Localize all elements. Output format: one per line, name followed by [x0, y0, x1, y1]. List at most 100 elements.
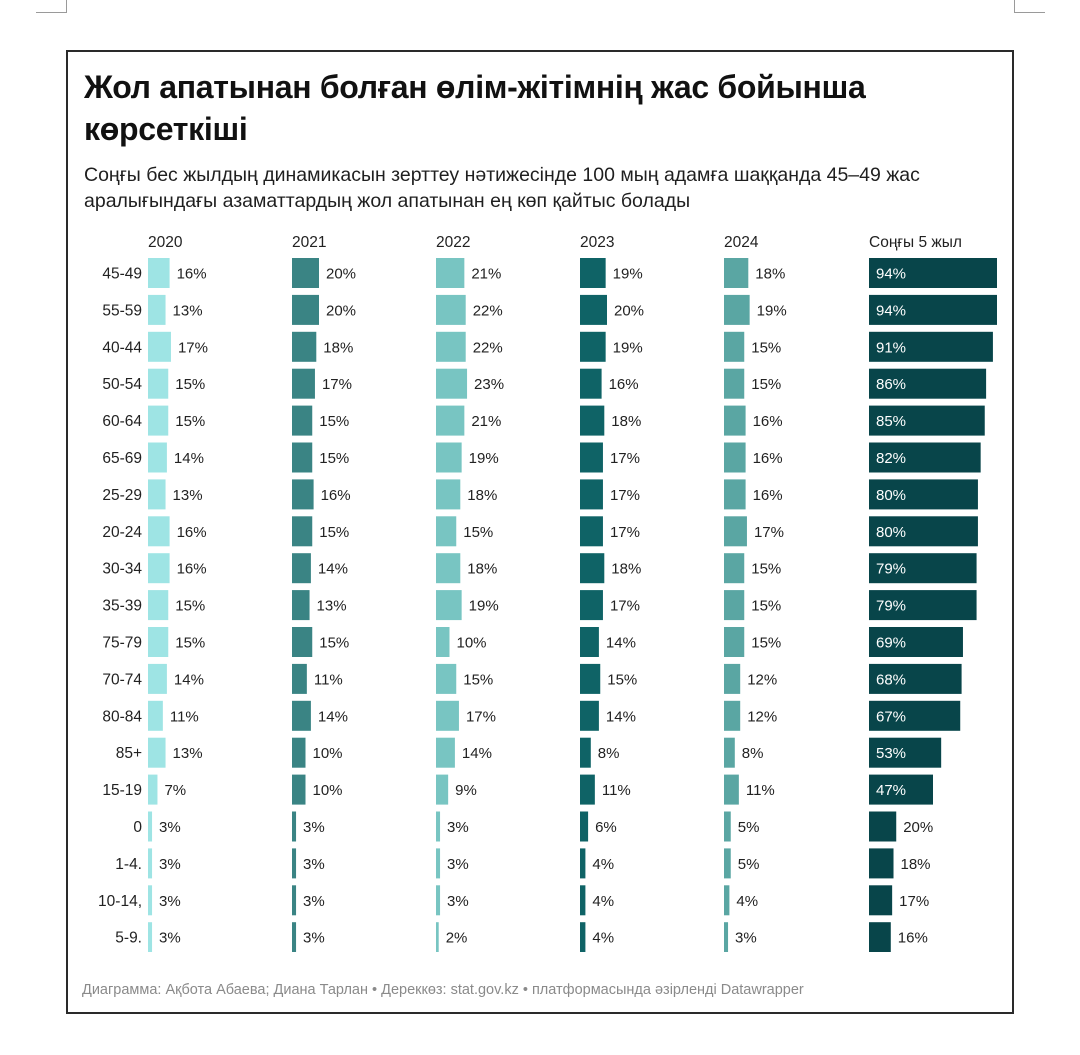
data-label-1-6: 16%	[321, 487, 351, 504]
bar-0-6	[148, 479, 166, 510]
data-label-4-10: 15%	[751, 635, 781, 652]
data-label-5-13: 53%	[876, 745, 906, 762]
chart-card: Жол апатынан болған өлім-жітімнің жас бо…	[66, 50, 1014, 1014]
category-label-18: 5-9.	[115, 930, 142, 947]
data-label-2-5: 19%	[469, 450, 499, 467]
series-header-1: 2021	[292, 234, 326, 251]
data-label-3-13: 8%	[598, 745, 620, 762]
bar-2-14	[436, 774, 449, 805]
data-label-1-18: 3%	[303, 930, 325, 947]
bar-2-15	[436, 811, 441, 842]
data-label-0-6: 13%	[173, 487, 203, 504]
bar-3-12	[580, 700, 599, 731]
data-label-2-14: 9%	[455, 782, 477, 799]
bar-0-0	[148, 258, 170, 288]
bar-0-11	[148, 663, 167, 694]
category-label-4: 60-64	[102, 413, 142, 430]
data-label-0-16: 3%	[159, 856, 181, 873]
bar-2-10	[436, 627, 450, 657]
bar-1-11	[292, 663, 307, 694]
data-label-0-13: 13%	[173, 745, 203, 762]
bar-3-4	[580, 405, 605, 436]
bar-5-18	[869, 922, 891, 952]
bar-3-13	[580, 737, 591, 768]
bar-4-17	[724, 885, 730, 916]
bar-4-3	[724, 368, 745, 399]
data-label-4-14: 11%	[746, 782, 775, 799]
bar-0-7	[148, 516, 170, 547]
data-label-3-1: 20%	[614, 302, 644, 319]
bar-3-9	[580, 590, 603, 621]
data-label-4-0: 18%	[755, 266, 785, 283]
page-corner-mark-right	[1014, 0, 1045, 13]
data-label-1-12: 14%	[318, 708, 348, 725]
bar-5-4	[869, 405, 985, 436]
data-label-4-12: 12%	[747, 708, 777, 725]
data-label-2-16: 3%	[447, 856, 469, 873]
category-label-0: 45-49	[102, 266, 142, 283]
bar-3-1	[580, 294, 607, 325]
bar-5-6	[869, 479, 978, 510]
bar-0-12	[148, 700, 163, 731]
bar-5-3	[869, 368, 987, 399]
bar-2-16	[436, 848, 441, 879]
bar-1-5	[292, 442, 313, 473]
bar-1-16	[292, 848, 297, 879]
data-label-2-15: 3%	[447, 819, 469, 836]
data-label-2-7: 15%	[463, 524, 493, 541]
bar-1-9	[292, 590, 310, 621]
category-label-16: 1-4.	[115, 856, 142, 873]
data-label-2-3: 23%	[474, 376, 504, 393]
data-label-3-9: 17%	[610, 598, 640, 615]
data-label-3-3: 16%	[609, 376, 639, 393]
series-header-5: Соңғы 5 жыл	[869, 234, 962, 251]
data-label-3-6: 17%	[610, 487, 640, 504]
category-label-1: 55-59	[102, 302, 142, 319]
chart-subtitle: Соңғы бес жылдың динамикасын зерттеу нәт…	[84, 164, 920, 212]
data-label-1-15: 3%	[303, 819, 325, 836]
data-label-5-3: 86%	[876, 376, 906, 393]
bar-2-1	[436, 294, 466, 325]
bar-2-12	[436, 700, 459, 731]
category-label-3: 50-54	[102, 376, 142, 393]
bar-0-10	[148, 627, 169, 657]
page-corner-mark-left	[36, 0, 67, 13]
bar-2-4	[436, 405, 465, 436]
data-label-3-4: 18%	[611, 413, 641, 430]
data-label-4-9: 15%	[751, 598, 781, 615]
bar-5-16	[869, 848, 894, 879]
bar-1-1	[292, 294, 319, 325]
bar-5-0	[869, 258, 997, 288]
data-label-3-17: 4%	[592, 893, 614, 910]
bar-0-16	[148, 848, 153, 879]
bar-3-3	[580, 368, 602, 399]
data-label-4-2: 15%	[751, 339, 781, 356]
data-label-4-8: 15%	[751, 561, 781, 578]
bar-4-1	[724, 294, 750, 325]
bar-2-2	[436, 331, 466, 362]
data-label-1-3: 17%	[322, 376, 352, 393]
chart-footer-credits: Диаграмма: Ақбота Абаева; Диана Тарлан •…	[82, 982, 804, 998]
bar-3-6	[580, 479, 603, 510]
bar-4-6	[724, 479, 746, 510]
bar-1-0	[292, 258, 319, 288]
bar-1-17	[292, 885, 297, 916]
data-label-0-3: 15%	[175, 376, 205, 393]
data-label-3-2: 19%	[613, 339, 643, 356]
bar-chart-grid: 45-49 55-59 40-44 50-54 60-64 65-69 25-29 20-24…	[98, 234, 997, 952]
data-label-5-1: 94%	[876, 302, 906, 319]
data-label-3-16: 4%	[592, 856, 614, 873]
data-label-0-8: 16%	[177, 561, 207, 578]
data-label-0-10: 15%	[175, 635, 205, 652]
bar-5-2	[869, 331, 993, 362]
bar-1-14	[292, 774, 306, 805]
data-label-1-8: 14%	[318, 561, 348, 578]
bar-1-2	[292, 331, 317, 362]
data-label-2-6: 18%	[467, 487, 497, 504]
data-label-2-8: 18%	[467, 561, 497, 578]
bar-4-10	[724, 627, 745, 657]
bar-3-10	[580, 627, 599, 657]
data-label-3-11: 15%	[607, 671, 637, 688]
bar-0-14	[148, 774, 158, 805]
bar-5-12	[869, 700, 961, 731]
